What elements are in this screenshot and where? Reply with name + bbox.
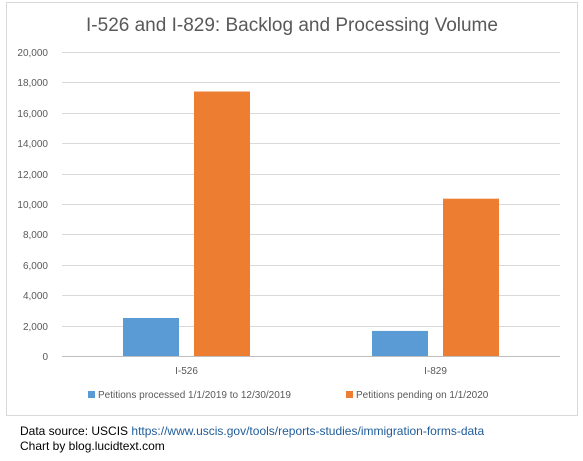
y-tick-label: 18,000 — [17, 78, 48, 89]
y-tick-label: 4,000 — [23, 291, 48, 302]
chart-footer: Data source: USCIS https://www.uscis.gov… — [20, 424, 484, 454]
y-tick-label: 12,000 — [17, 170, 48, 181]
y-axis-ticks: 0 2,000 4,000 6,000 8,000 10,000 12,000 14,000 1… — [17, 48, 48, 363]
bar-chart: I-526 and I-829: Backlog and Processing … — [17, 15, 560, 401]
y-tick-label: 6,000 — [23, 261, 48, 272]
bar-i-526-series-1 — [123, 318, 179, 356]
y-tick-label: 20,000 — [17, 48, 48, 59]
legend-label: Petitions processed 1/1/2019 to 12/30/20… — [98, 390, 291, 401]
legend-swatch — [346, 391, 353, 398]
y-tick-label: 10,000 — [17, 200, 48, 211]
bar-i-829-series-1 — [372, 330, 428, 356]
x-category-label: I-526 — [175, 366, 198, 377]
legend: Petitions processed 1/1/2019 to 12/30/20… — [88, 390, 489, 401]
bars — [123, 91, 499, 357]
y-tick-label: 2,000 — [23, 322, 48, 333]
x-axis-categories: I-526 I-829 — [175, 366, 447, 377]
bar-i-829-series-2 — [443, 198, 499, 356]
source-label: Data source: USCIS — [20, 424, 129, 438]
y-tick-label: 8,000 — [23, 230, 48, 241]
bar-i-526-series-2 — [194, 91, 250, 357]
legend-swatch — [88, 391, 95, 398]
y-tick-label: 0 — [42, 352, 48, 363]
legend-label: Petitions pending on 1/1/2020 — [356, 390, 489, 401]
chart-frame: I-526 and I-829: Backlog and Processing … — [6, 2, 578, 416]
chart-credit: Chart by blog.lucidtext.com — [20, 439, 165, 453]
y-tick-label: 14,000 — [17, 139, 48, 150]
source-line: Data source: USCIS https://www.uscis.gov… — [20, 424, 484, 439]
x-category-label: I-829 — [424, 366, 447, 377]
y-tick-label: 16,000 — [17, 109, 48, 120]
chart-title: I-526 and I-829: Backlog and Processing … — [86, 15, 498, 36]
source-link[interactable]: https://www.uscis.gov/tools/reports-stud… — [131, 424, 485, 438]
